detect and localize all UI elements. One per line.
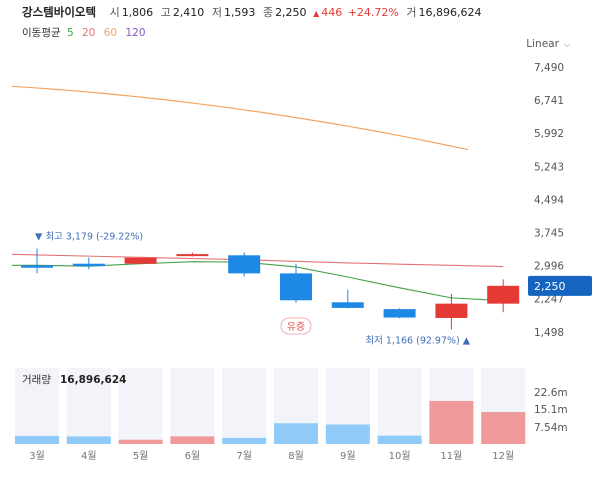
close-label: 종 bbox=[262, 6, 274, 19]
candle-body bbox=[435, 303, 468, 318]
volume-bg bbox=[170, 368, 215, 444]
candle-body bbox=[383, 309, 416, 318]
low-annotation: 최저 1,166 (92.97%) ▲ bbox=[365, 335, 470, 346]
ma-legend-60[interactable]: 60 bbox=[103, 27, 118, 39]
open-value: 1,806 bbox=[121, 6, 154, 19]
stock-header: 강스템바이오텍 시 1,806 고 2,410 저 1,593 종 2,250 ▲ 446… bbox=[22, 2, 482, 22]
volume-bg bbox=[15, 368, 59, 444]
event-label: 유증 bbox=[287, 321, 305, 333]
volume-bg bbox=[66, 368, 111, 444]
volume-title: 거래량 bbox=[22, 374, 51, 386]
x-tick-label: 12월 bbox=[492, 450, 514, 462]
y-tick-label: 6,741 bbox=[534, 95, 564, 107]
stock-name: 강스템바이오텍 bbox=[22, 5, 97, 19]
x-tick-label: 10월 bbox=[389, 450, 411, 462]
volume-label: 거 bbox=[406, 6, 417, 19]
current-price-label: 2,250 bbox=[534, 280, 566, 293]
scale-dropdown[interactable]: Linear ⌵ bbox=[526, 38, 570, 50]
low-value: 1,593 bbox=[223, 6, 256, 19]
x-tick-label: 6월 bbox=[185, 450, 201, 462]
volume-value: 16,896,624 bbox=[418, 6, 482, 19]
y-tick-label: 3,745 bbox=[534, 228, 564, 240]
volume-bg bbox=[118, 368, 163, 444]
up-triangle-icon: ▲ bbox=[313, 9, 320, 18]
y-tick-label: 2,996 bbox=[534, 261, 564, 273]
x-tick-label: 9월 bbox=[340, 450, 356, 462]
x-tick-label: 7월 bbox=[236, 450, 252, 462]
y-tick-label: 2,247 bbox=[534, 294, 564, 306]
current-price-tag bbox=[528, 275, 592, 296]
change-percent: +24.72% bbox=[347, 6, 399, 19]
high-value: 2,410 bbox=[172, 6, 205, 19]
volume-bar bbox=[222, 437, 267, 444]
volume-tick-label: 22.6m bbox=[534, 387, 568, 399]
candle-body bbox=[21, 265, 53, 268]
volume-bar bbox=[66, 436, 111, 444]
volume-tick-label: 7.54m bbox=[534, 422, 568, 434]
volume-bg bbox=[377, 368, 422, 444]
x-tick-label: 11월 bbox=[440, 450, 462, 462]
event-badge bbox=[280, 317, 312, 335]
volume-bar bbox=[15, 435, 59, 444]
x-tick-label: 3월 bbox=[29, 450, 45, 462]
candle-body bbox=[280, 273, 312, 301]
ma60-line bbox=[11, 85, 469, 151]
y-tick-label: 7,490 bbox=[534, 62, 564, 74]
candle-body bbox=[331, 302, 364, 308]
volume-bar bbox=[429, 400, 474, 444]
y-tick-label: 1,498 bbox=[534, 327, 564, 339]
volume-tick-label: 15.1m bbox=[534, 404, 568, 416]
candle-body bbox=[228, 255, 261, 274]
high-annotation: ▼ 최고 3,179 (-29.22%) bbox=[35, 232, 143, 243]
candle-body bbox=[487, 285, 520, 304]
moving-average-legend: 이동평균 5 20 60 120 bbox=[22, 24, 151, 42]
high-label: 고 bbox=[160, 6, 171, 19]
y-tick-label: 5,243 bbox=[534, 161, 564, 173]
close-value: 2,250 bbox=[275, 6, 307, 19]
open-label: 시 bbox=[109, 6, 120, 19]
y-tick-label: 5,992 bbox=[534, 128, 564, 140]
volume-bar bbox=[325, 424, 370, 444]
volume-total: 16,896,624 bbox=[60, 374, 126, 386]
ma-legend-title: 이동평균 bbox=[22, 27, 61, 39]
x-tick-label: 4월 bbox=[81, 450, 97, 462]
volume-bar bbox=[481, 412, 526, 444]
chevron-down-icon: ⌵ bbox=[563, 40, 570, 49]
candle-body bbox=[72, 263, 105, 267]
ma-legend-5[interactable]: 5 bbox=[66, 27, 74, 39]
scale-label: Linear bbox=[526, 38, 559, 50]
volume-bar bbox=[274, 423, 318, 444]
low-label: 저 bbox=[211, 6, 222, 19]
x-tick-label: 5월 bbox=[133, 450, 149, 462]
volume-bar bbox=[377, 435, 422, 444]
candle-body bbox=[176, 254, 209, 257]
x-tick-label: 8월 bbox=[288, 450, 304, 462]
ma-legend-20[interactable]: 20 bbox=[82, 27, 96, 39]
volume-bar bbox=[118, 439, 163, 444]
ma-legend-120[interactable]: 120 bbox=[125, 27, 146, 39]
volume-bar bbox=[170, 436, 215, 444]
volume-bg bbox=[222, 368, 267, 444]
change-value: 446 bbox=[321, 6, 343, 19]
candle-body bbox=[124, 257, 157, 264]
y-tick-label: 4,494 bbox=[534, 194, 564, 206]
